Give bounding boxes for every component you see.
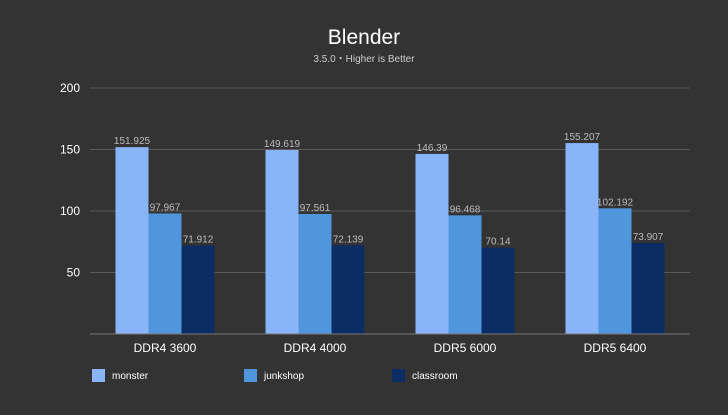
bar-monster — [265, 149, 299, 334]
bar-classroom — [481, 247, 515, 334]
bar-monster — [115, 147, 149, 334]
x-tick-label: DDR5 6400 — [584, 341, 647, 355]
y-tick-label: 50 — [67, 266, 81, 280]
x-tick-label: DDR4 4000 — [284, 341, 347, 355]
data-label: 149.619 — [264, 139, 301, 150]
bar-junkshop — [148, 213, 182, 334]
bar-classroom — [331, 245, 365, 334]
data-label: 70.14 — [485, 237, 510, 248]
data-label: 97.967 — [150, 203, 181, 214]
chart-title: Blender — [328, 26, 400, 49]
legend-swatch-junkshop — [244, 369, 257, 382]
bar-monster — [565, 143, 599, 334]
legend-label: monster — [112, 371, 149, 382]
data-label-layer: 151.925 97.967 71.912 149.619 97.561 72.139 14… — [114, 132, 664, 248]
data-label: 155.207 — [564, 132, 601, 143]
legend-label: classroom — [412, 371, 458, 382]
data-label: 97.561 — [300, 203, 331, 214]
bar-classroom — [181, 245, 215, 334]
y-tick-label: 150 — [60, 143, 80, 157]
data-label: 72.139 — [333, 234, 364, 245]
data-label: 146.39 — [417, 143, 448, 154]
x-tick-label: DDR4 3600 — [134, 341, 197, 355]
bar-monster — [415, 153, 449, 334]
data-label: 96.468 — [450, 204, 481, 215]
legend-swatch-monster — [92, 369, 105, 382]
bar-junkshop — [598, 208, 632, 334]
x-tick-label: DDR5 6000 — [434, 341, 497, 355]
legend-label: junkshop — [263, 371, 304, 382]
bar-classroom — [631, 243, 665, 334]
y-tick-label: 100 — [60, 204, 80, 218]
data-label: 102.192 — [597, 197, 634, 208]
y-tick-label: 200 — [60, 81, 80, 95]
data-label: 151.925 — [114, 136, 151, 147]
axis-layer: 50 100 150 200 DDR4 3600 DDR4 4000 DDR5 6000 DD… — [60, 81, 690, 355]
bar-junkshop — [298, 213, 332, 334]
legend-swatch-classroom — [392, 369, 405, 382]
chart-subtitle: 3.5.0・Higher is Better — [313, 54, 415, 65]
data-label: 71.912 — [183, 235, 214, 246]
legend: monster junkshop classroom — [92, 369, 458, 382]
data-label: 73.907 — [633, 232, 664, 243]
bar-junkshop — [448, 215, 482, 334]
bar-layer — [115, 143, 665, 334]
